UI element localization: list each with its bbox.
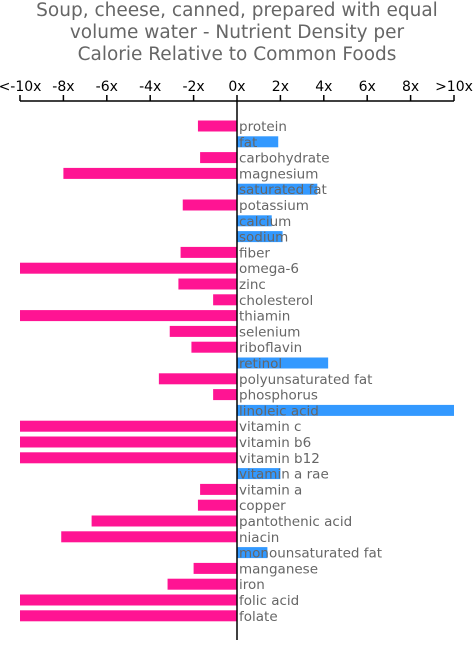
bar-manganese (193, 562, 237, 574)
bar-fiber (180, 246, 237, 258)
category-label: saturated fat (239, 182, 327, 198)
x-tick-label: -2x (182, 79, 204, 95)
category-label: selenium (239, 324, 300, 340)
chart-title: Soup, cheese, canned, prepared with equa… (0, 0, 474, 66)
x-tick-label: 4x (315, 79, 332, 95)
bar-sodium (237, 231, 283, 243)
bar-niacin (61, 531, 238, 543)
x-axis: <-10x -8x -6x -4x -2x 0x 2x 4x 6x 8x >10x (0, 79, 473, 102)
bar-vitamin-a (200, 483, 237, 495)
bar-vitamin-b6 (20, 436, 237, 448)
category-label: pantothenic acid (239, 514, 352, 530)
bar-folate (20, 610, 237, 622)
bar-folic-acid (20, 594, 237, 606)
x-tick-label: -4x (139, 79, 161, 95)
category-label: copper (239, 498, 286, 514)
category-label: monounsaturated fat (239, 546, 382, 562)
category-label: calcium (239, 214, 291, 230)
bar-fat (237, 136, 279, 148)
bar-thiamin (20, 310, 237, 322)
category-label: vitamin b12 (239, 451, 320, 467)
bar-polyunsaturated-fat (158, 373, 237, 385)
x-tick-label: <-10x (0, 79, 41, 95)
bar-potassium (182, 199, 237, 211)
category-label: folate (239, 609, 278, 625)
bar-pantothenic-acid (91, 515, 237, 527)
category-label: polyunsaturated fat (239, 372, 372, 388)
bar-selenium (169, 325, 237, 337)
bar-omega-6 (20, 262, 237, 274)
category-label: folic acid (239, 593, 299, 609)
category-label: fiber (239, 245, 270, 261)
bar-cholesterol (213, 294, 237, 306)
category-label: manganese (239, 561, 318, 577)
bar-iron (167, 578, 237, 590)
bar-protein (197, 120, 237, 132)
category-label: potassium (239, 198, 309, 214)
bar-carbohydrate (200, 152, 237, 164)
category-label: iron (239, 577, 265, 593)
category-label: riboflavin (239, 340, 302, 356)
bar-copper (197, 499, 237, 511)
bar-zinc (178, 278, 237, 290)
category-label: retinol (239, 356, 282, 372)
category-label: vitamin b6 (239, 435, 311, 451)
x-tick-label: 8x (402, 79, 419, 95)
category-label: zinc (239, 277, 266, 293)
bar-vitamin-c (20, 420, 237, 432)
bar-calcium (237, 215, 272, 227)
x-tick-label: 0x (228, 79, 245, 95)
bar-vitamin-b12 (20, 452, 237, 464)
bar-riboflavin (191, 341, 237, 353)
category-label: niacin (239, 530, 279, 546)
bar-linoleic-acid (237, 404, 454, 416)
category-label: sodium (239, 230, 288, 246)
chart-title-line-2: volume water - Nutrient Density per (69, 22, 405, 43)
x-tick-label: -8x (52, 79, 74, 95)
category-label: omega-6 (239, 261, 299, 277)
category-label: carbohydrate (239, 151, 330, 167)
bar-monounsaturated-fat (237, 547, 268, 559)
x-tick-label: 6x (359, 79, 376, 95)
category-label: fat (239, 135, 257, 151)
chart-title-line-3: Calorie Relative to Common Foods (77, 44, 397, 65)
x-tick-label: 2x (272, 79, 289, 95)
category-label: cholesterol (239, 293, 313, 309)
category-label: phosphorus (239, 388, 318, 404)
bar-magnesium (63, 167, 238, 179)
bars (20, 120, 454, 622)
bar-saturated-fat (237, 183, 318, 195)
category-label: thiamin (239, 309, 290, 325)
bar-phosphorus (213, 389, 237, 401)
bar-vitamin-a-rae (237, 468, 281, 480)
category-label: vitamin c (239, 419, 301, 435)
category-label: magnesium (239, 166, 318, 182)
category-label: vitamin a rae (239, 467, 329, 483)
category-label: vitamin a (239, 482, 302, 498)
category-labels: proteinfatcarbohydratemagnesiumsaturated… (239, 119, 382, 625)
category-label: protein (239, 119, 287, 135)
bar-retinol (237, 357, 329, 369)
x-tick-label: -6x (96, 79, 118, 95)
chart-title-line-1: Soup, cheese, canned, prepared with equa… (36, 0, 438, 21)
x-tick-label: >10x (435, 79, 473, 95)
category-label: linoleic acid (239, 403, 319, 419)
